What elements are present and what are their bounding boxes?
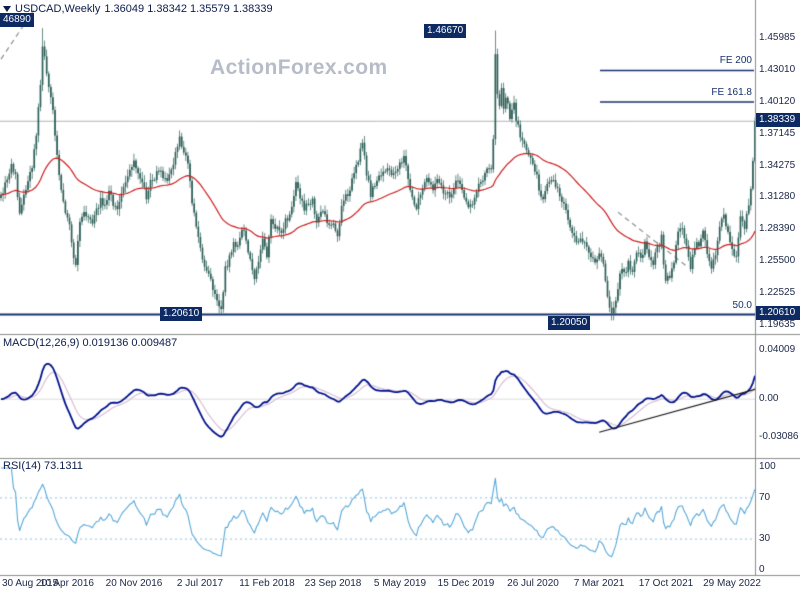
date-label: 2 Jul 2017 (176, 578, 224, 589)
macd-title: MACD(12,26,9) 0.019136 0.009487 (3, 337, 178, 349)
date-label: 30 Aug 2015 (2, 578, 59, 589)
price-axis-label: 1.31280 (759, 191, 796, 202)
value-axis[interactable]: 1.45985 1.43010 1.40120 1.37145 1.34275 1.312… (756, 0, 800, 576)
time-axis[interactable]: 30 Aug 2015 10 Apr 2016 20 Nov 2016 2 Jul 2… (0, 578, 800, 600)
price-axis-label: 1.34275 (759, 160, 796, 171)
date-label: 5 May 2019 (373, 578, 427, 589)
price-axis-label: 1.40120 (759, 96, 796, 107)
rsi-axis-label: 30 (759, 533, 771, 544)
date-label: 15 Dec 2019 (437, 578, 495, 589)
rsi-axis-label: 0 (759, 564, 765, 575)
date-label: 10 Apr 2016 (40, 578, 94, 589)
price-axis-label: 1.28390 (759, 223, 796, 234)
rsi-title: RSI(14) 73.1311 (3, 460, 83, 472)
macd-axis-label: -0.03086 (759, 431, 799, 442)
date-label: 11 Feb 2018 (239, 578, 295, 589)
price-tag-high-2020: 1.46670 (424, 24, 467, 38)
fib-label-fe200: FE 200 (719, 55, 752, 66)
symbol-label: USDCAD,Weekly (15, 3, 101, 15)
chart-title: USDCAD,Weekly 1.36049 1.38342 1.35579 1.… (3, 3, 273, 15)
watermark: ActionForex.com (210, 56, 388, 79)
date-label: 26 Jul 2020 (507, 578, 559, 589)
fib-label-fe1618: FE 161.8 (711, 87, 752, 98)
price-axis-label: 1.22525 (759, 287, 796, 298)
price-axis-label: 1.37145 (759, 128, 796, 139)
current-price-tag: 1.38339 (756, 113, 800, 127)
macd-axis-label: 0.04009 (759, 344, 796, 355)
price-tag-high-2016: 46890 (0, 13, 34, 27)
price-axis-label: 1.19635 (759, 319, 796, 330)
price-tag-low-2021: 1.20050 (548, 316, 591, 330)
date-label: 23 Sep 2018 (304, 578, 362, 589)
ohlc-values: 1.36049 1.38342 1.35579 1.38339 (104, 3, 273, 15)
fib-label-50: 50.0 (732, 300, 752, 311)
symbol-marker-icon (3, 6, 11, 12)
rsi-axis-label: 100 (759, 461, 776, 472)
price-axis-label: 1.25500 (759, 255, 796, 266)
rsi-axis-label: 70 (759, 492, 771, 503)
price-axis-label: 1.43010 (759, 64, 796, 75)
date-label: 17 Oct 2021 (638, 578, 694, 589)
macd-axis-label: 0.00 (759, 393, 779, 404)
date-label: 20 Nov 2016 (105, 578, 163, 589)
price-axis-label: 1.45985 (759, 32, 796, 43)
price-tag-support: 1.20610 (160, 307, 203, 321)
date-label: 7 Mar 2021 (573, 578, 625, 589)
support-price-tag: 1.20610 (756, 306, 800, 320)
date-label: 29 May 2022 (703, 578, 761, 589)
